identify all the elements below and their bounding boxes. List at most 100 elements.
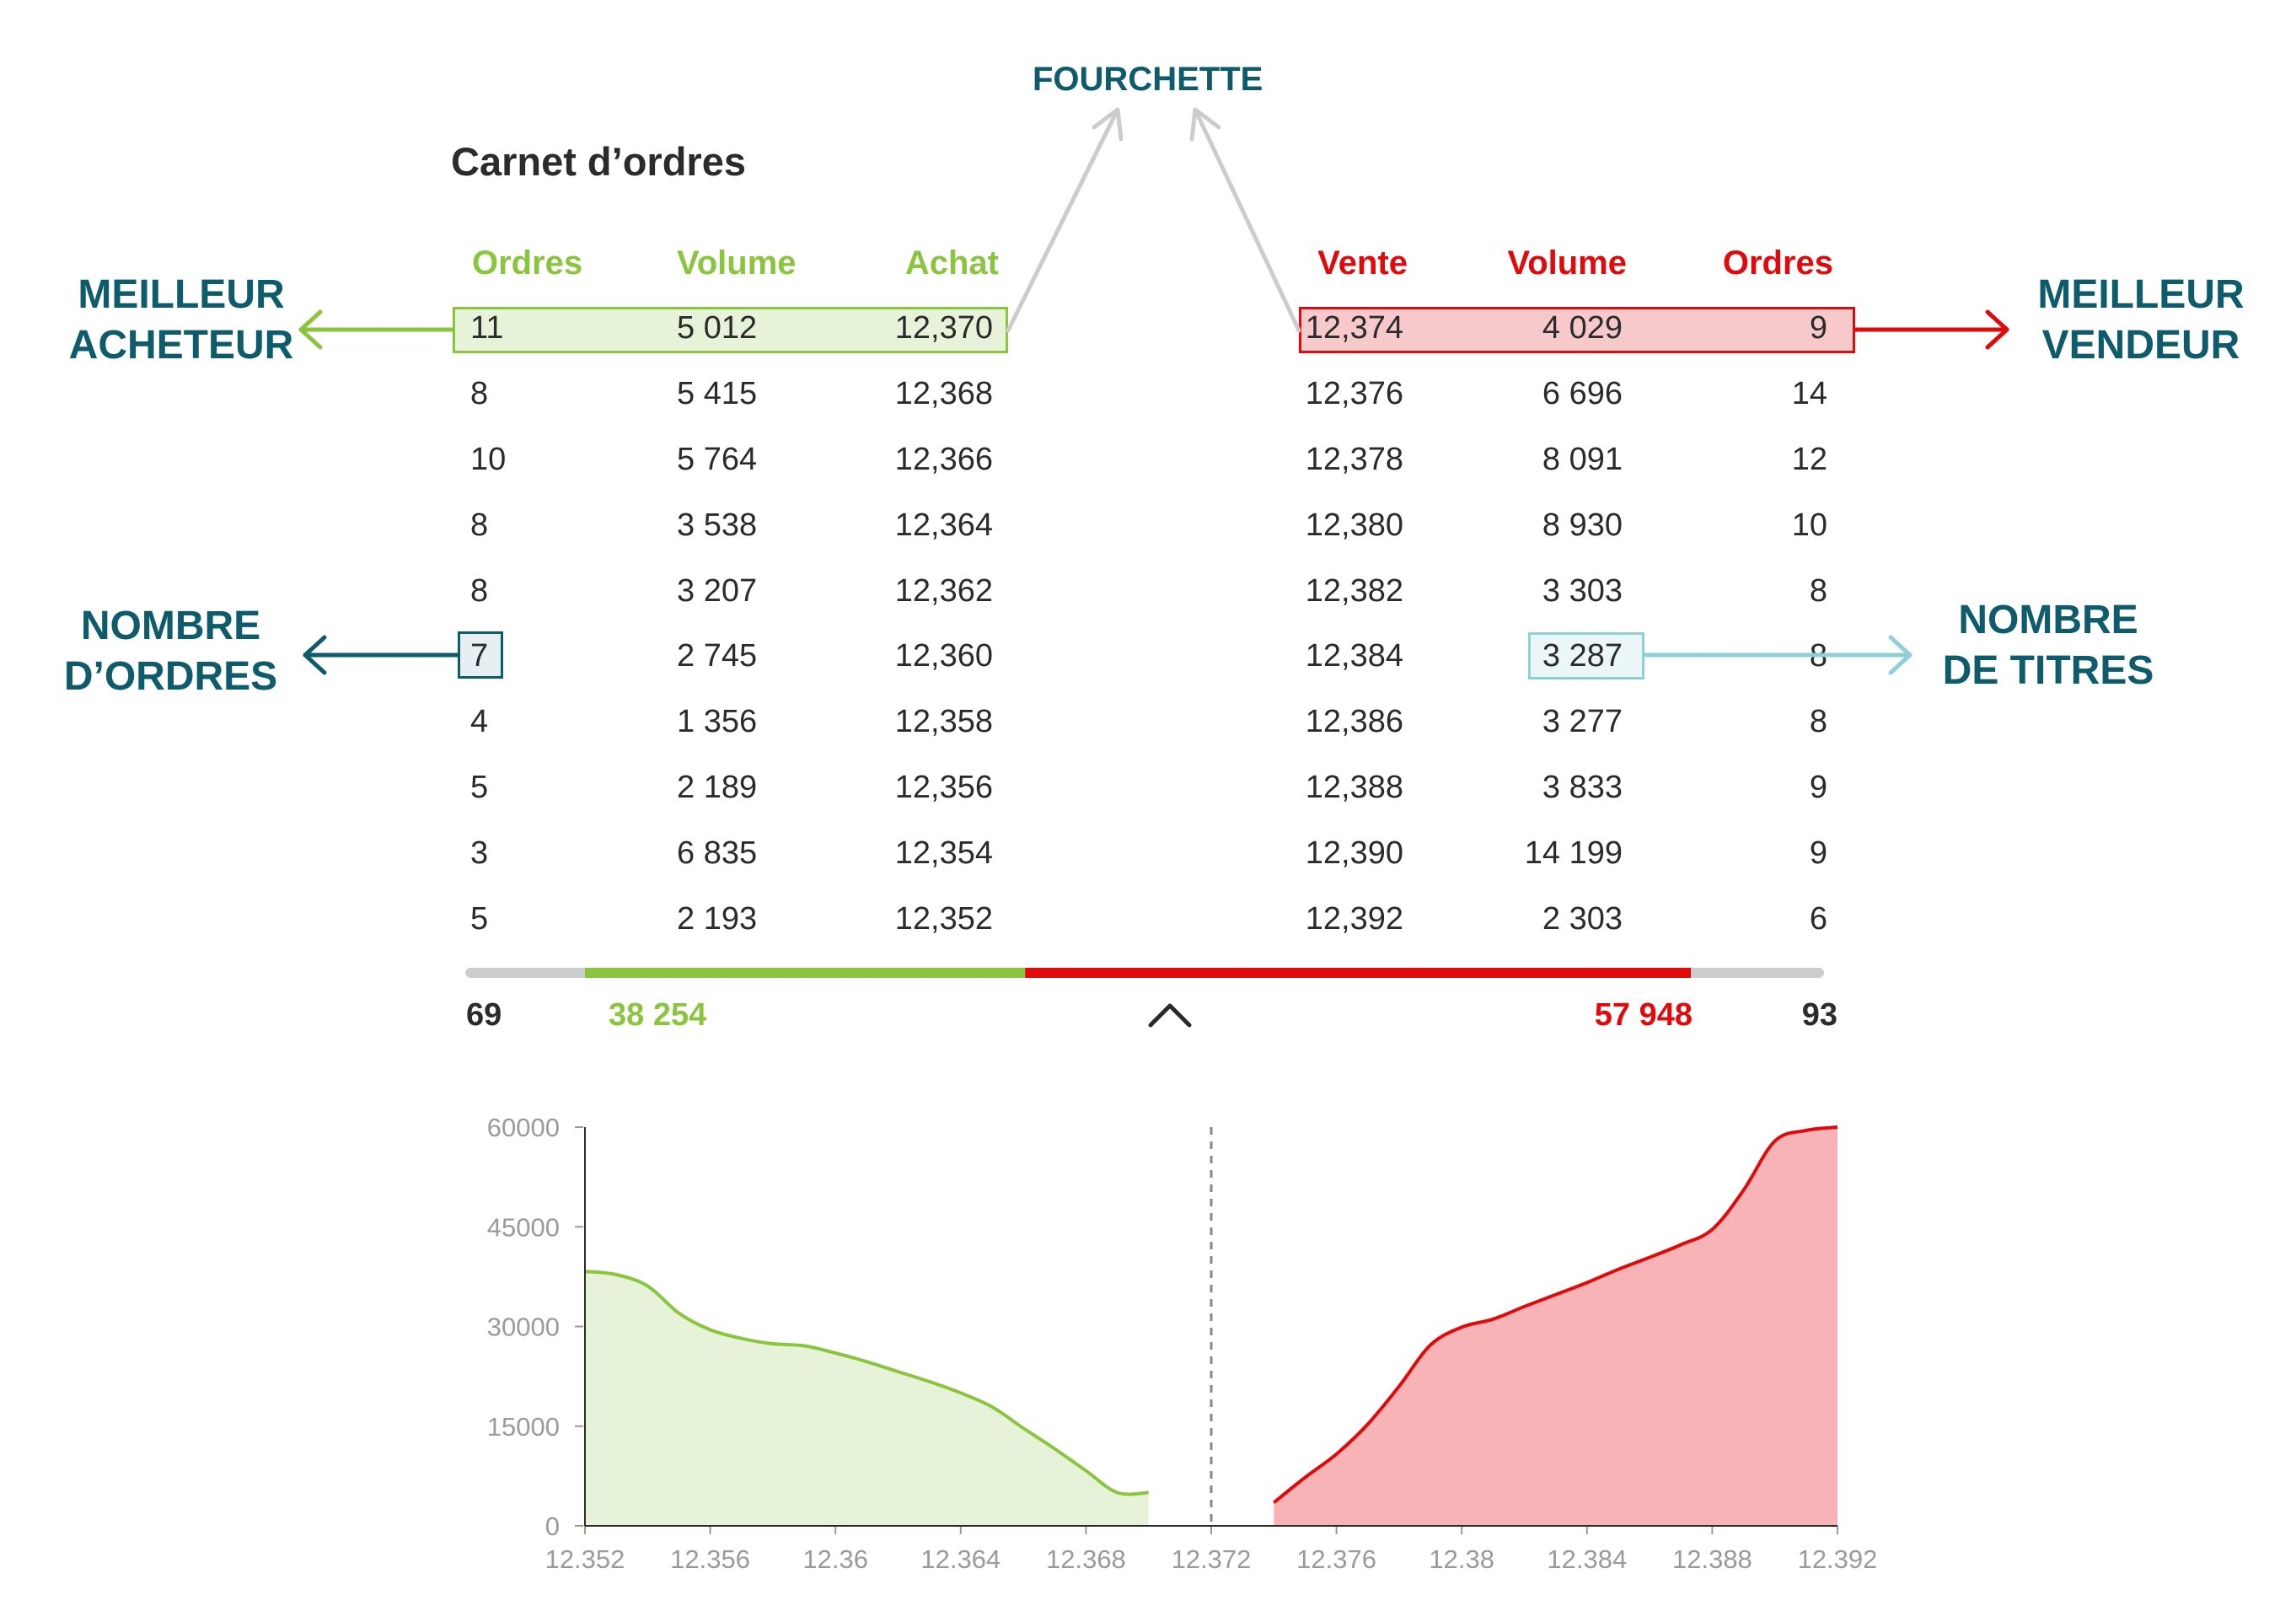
x-tick-label: 12.38 xyxy=(1429,1544,1494,1574)
x-tick-label: 12.368 xyxy=(1046,1544,1126,1574)
buy-orders-cell: 3 xyxy=(470,835,489,871)
buy-volume-cell: 3 538 xyxy=(677,507,758,543)
callout-best-buyer-line1: MEILLEUR xyxy=(78,272,285,317)
buy-volume-cell: 2 189 xyxy=(677,770,758,805)
total-sell-volume: 57 948 xyxy=(1594,997,1692,1033)
page-title: Carnet d’ordres xyxy=(451,139,746,184)
sell-price-cell: 12,384 xyxy=(1305,638,1403,674)
callout-fourchette: FOURCHETTE xyxy=(1033,61,1263,98)
y-tick-label: 45000 xyxy=(487,1212,560,1242)
x-tick-label: 12.36 xyxy=(802,1544,868,1574)
sell-orders-cell: 14 xyxy=(1791,376,1827,411)
sell-header-vente: Vente xyxy=(1317,244,1408,282)
spread-caret-icon xyxy=(1148,1003,1192,1028)
buy-price-cell: 12,364 xyxy=(894,507,993,543)
y-tick-label: 30000 xyxy=(487,1313,560,1342)
x-tick-label: 12.356 xyxy=(670,1544,750,1574)
callout-share-count-line1: NOMBRE xyxy=(1958,598,2138,642)
sell-header-volume: Volume xyxy=(1507,244,1627,282)
buy-orders-cell: 4 xyxy=(470,704,489,739)
total-buy-orders: 69 xyxy=(466,997,502,1033)
callout-best-seller: MEILLEUR VENDEUR xyxy=(2014,270,2267,371)
sell-volume-cell: 6 696 xyxy=(1542,376,1623,411)
sell-orders-cell: 9 xyxy=(1809,310,1827,346)
buy-volume-cell: 5 012 xyxy=(677,310,758,346)
buy-orders-cell: 5 xyxy=(470,770,489,805)
sell-volume-cell: 2 303 xyxy=(1542,901,1623,937)
buy-price-cell: 12,358 xyxy=(894,704,993,739)
buy-header-volume: Volume xyxy=(677,244,797,282)
sell-volume-cell: 3 277 xyxy=(1542,704,1623,739)
x-tick-label: 12.372 xyxy=(1172,1544,1252,1574)
sell-orders-cell: 8 xyxy=(1809,704,1827,739)
sell-volume-cell: 3 303 xyxy=(1542,573,1623,609)
buy-volume-cell: 5 764 xyxy=(677,442,758,477)
x-tick-label: 12.376 xyxy=(1296,1544,1376,1574)
fourchette-arrow-left-head xyxy=(1092,107,1124,142)
x-tick-label: 12.352 xyxy=(545,1544,625,1574)
buy-header-ordres: Ordres xyxy=(472,244,583,282)
buy-volume-cell: 6 835 xyxy=(677,835,758,871)
callout-order-count: NOMBRE D’ORDRES xyxy=(34,601,308,702)
buy-depth-area xyxy=(585,1271,1149,1526)
sell-orders-cell: 10 xyxy=(1791,507,1827,543)
buy-orders-cell: 7 xyxy=(470,638,489,674)
buy-price-cell: 12,362 xyxy=(894,573,993,609)
buy-price-cell: 12,368 xyxy=(894,376,993,411)
buy-price-cell: 12,370 xyxy=(894,310,993,346)
best-bid-highlight xyxy=(453,307,1008,353)
sell-volume-cell: 3 287 xyxy=(1542,638,1623,674)
x-tick-label: 12.364 xyxy=(920,1544,1000,1574)
best-buyer-arrow xyxy=(298,309,455,350)
buy-price-cell: 12,366 xyxy=(894,442,993,477)
buy-volume-cell: 2 745 xyxy=(677,638,758,674)
sell-price-cell: 12,382 xyxy=(1305,573,1403,609)
buy-volume-cell: 1 356 xyxy=(677,704,758,739)
callout-share-count: NOMBRE DE TITRES xyxy=(1913,595,2183,696)
x-tick-label: 12.392 xyxy=(1798,1544,1878,1574)
callout-order-count-line1: NOMBRE xyxy=(80,604,261,648)
buy-header-achat: Achat xyxy=(904,244,999,282)
buy-volume-cell: 3 207 xyxy=(677,573,758,609)
sell-volume-cell: 8 091 xyxy=(1542,442,1623,477)
sell-orders-cell: 12 xyxy=(1791,442,1827,477)
buy-price-cell: 12,360 xyxy=(894,638,993,674)
buy-orders-cell: 8 xyxy=(470,376,489,411)
depth-chart: 0 15000 30000 45000 60000 12.352 12.356 12.36 12… xyxy=(487,1113,1878,1574)
buy-price-cell: 12,356 xyxy=(894,770,993,805)
total-buy-volume: 38 254 xyxy=(609,997,707,1033)
best-seller-arrow xyxy=(1853,309,2009,350)
sell-depth-line xyxy=(1273,1125,1838,1504)
callout-best-seller-line1: MEILLEUR xyxy=(2037,272,2245,317)
sell-price-cell: 12,388 xyxy=(1305,770,1403,805)
buy-orders-cell: 10 xyxy=(470,442,507,477)
fourchette-arrow-right-head xyxy=(1189,107,1221,142)
sell-price-cell: 12,390 xyxy=(1305,835,1403,871)
callout-order-count-line2: D’ORDRES xyxy=(63,654,278,699)
buy-orders-cell: 8 xyxy=(470,507,489,543)
buy-volume-cell: 5 415 xyxy=(677,376,758,411)
sell-price-cell: 12,376 xyxy=(1305,376,1403,411)
sell-price-cell: 12,374 xyxy=(1305,310,1403,346)
order-count-arrow xyxy=(303,635,460,675)
buy-volume-cell: 2 193 xyxy=(677,901,758,937)
buy-orders-cell: 11 xyxy=(470,310,504,346)
buy-orders-cell: 8 xyxy=(470,573,489,609)
y-tick-label: 60000 xyxy=(487,1113,560,1142)
sell-volume-cell: 8 930 xyxy=(1542,507,1623,543)
sell-orders-cell: 9 xyxy=(1809,835,1827,871)
buy-price-cell: 12,352 xyxy=(894,901,993,937)
x-tick-label: 12.384 xyxy=(1547,1544,1627,1574)
x-tick-label: 12.388 xyxy=(1672,1544,1752,1574)
sell-price-cell: 12,378 xyxy=(1305,442,1403,477)
sell-volume-cell: 14 199 xyxy=(1524,835,1623,871)
sell-price-cell: 12,392 xyxy=(1305,901,1403,937)
total-sell-orders: 93 xyxy=(1801,997,1837,1033)
sell-price-cell: 12,386 xyxy=(1305,704,1403,739)
buy-orders-cell: 5 xyxy=(470,901,489,937)
callout-best-buyer-line2: ACHETEUR xyxy=(68,323,294,368)
sell-orders-cell: 8 xyxy=(1809,573,1827,609)
sell-price-cell: 12,380 xyxy=(1305,507,1403,543)
share-count-highlight xyxy=(1528,632,1644,679)
sell-volume-cell: 3 833 xyxy=(1542,770,1623,805)
